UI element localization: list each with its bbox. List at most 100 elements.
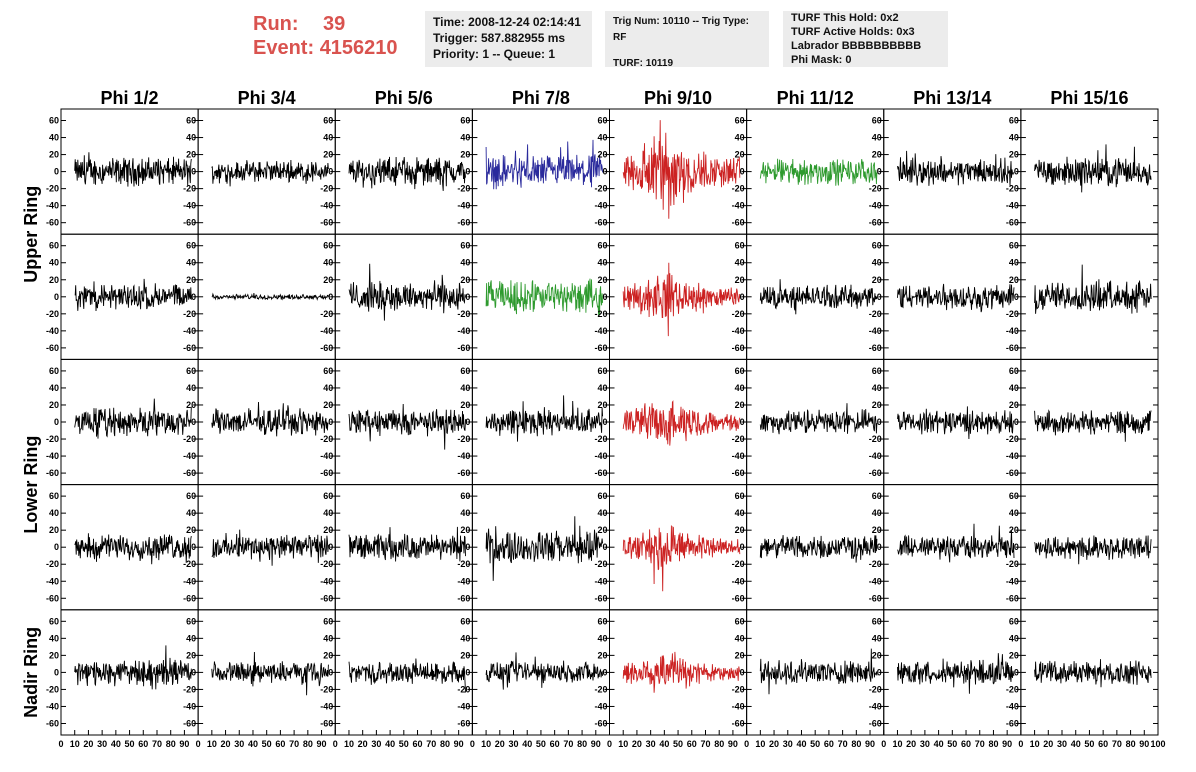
x-tick-label: 90 — [179, 739, 189, 749]
y-tick-label: -20 — [1006, 684, 1019, 694]
y-tick-label: 0 — [328, 417, 333, 427]
y-tick-label: 20 — [49, 650, 59, 660]
waveform-trace — [485, 395, 604, 442]
x-tick-label: 90 — [591, 739, 601, 749]
row-label: Nadir Ring — [21, 627, 41, 718]
y-tick-label: 0 — [328, 167, 333, 177]
y-tick-label: -60 — [46, 218, 59, 228]
turf-this-hold-text: TURF This Hold: 0x2 — [791, 12, 899, 24]
y-tick-label: 0 — [191, 542, 196, 552]
y-tick-label: 0 — [1014, 542, 1019, 552]
y-tick-label: 40 — [872, 133, 882, 143]
x-tick-label: 70 — [975, 739, 985, 749]
y-tick-label: -40 — [457, 701, 470, 711]
y-tick-label: -40 — [594, 576, 607, 586]
y-tick-label: -20 — [869, 559, 882, 569]
y-tick-label: 0 — [191, 417, 196, 427]
x-tick-label: 20 — [906, 739, 916, 749]
y-tick-label: 60 — [323, 116, 333, 126]
y-tick-label: -60 — [594, 468, 607, 478]
y-tick-label: 60 — [460, 491, 470, 501]
y-tick-label: 40 — [49, 508, 59, 518]
y-tick-label: -20 — [46, 434, 59, 444]
y-tick-label: -40 — [732, 576, 745, 586]
y-tick-label: 60 — [735, 366, 745, 376]
y-tick-label: 60 — [872, 616, 882, 626]
x-tick-label: 40 — [1071, 739, 1081, 749]
time-text: Time: 2008-12-24 02:14:41 — [433, 15, 581, 29]
waveform-trace — [348, 658, 466, 693]
y-tick-label: -40 — [869, 201, 882, 211]
y-tick-label: 40 — [323, 633, 333, 643]
y-tick-label: -40 — [320, 576, 333, 586]
waveform-trace — [897, 523, 1015, 563]
column-header: Phi 9/10 — [644, 88, 712, 108]
x-tick-label: 10 — [207, 739, 217, 749]
y-tick-label: 60 — [735, 116, 745, 126]
waveform-trace — [622, 120, 741, 219]
x-tick-label: 0 — [607, 739, 612, 749]
y-tick-label: 20 — [460, 400, 470, 410]
y-tick-label: 60 — [186, 241, 196, 251]
y-tick-label: -60 — [46, 343, 59, 353]
y-tick-label: 0 — [877, 292, 882, 302]
x-tick-label: 100 — [1150, 739, 1165, 749]
y-tick-label: 40 — [49, 258, 59, 268]
row-label: Lower Ring — [21, 436, 41, 534]
y-tick-label: 60 — [49, 116, 59, 126]
x-tick-label: 40 — [659, 739, 669, 749]
waveform-trace — [1034, 264, 1152, 314]
waveform-trace — [1034, 535, 1152, 565]
y-tick-label: -60 — [732, 718, 745, 728]
y-tick-label: -20 — [594, 309, 607, 319]
y-tick-label: 20 — [735, 400, 745, 410]
y-tick-label: 40 — [460, 633, 470, 643]
y-tick-label: -20 — [46, 684, 59, 694]
y-tick-label: 60 — [597, 366, 607, 376]
y-tick-label: 40 — [872, 508, 882, 518]
y-tick-label: -60 — [46, 718, 59, 728]
x-tick-label: 80 — [851, 739, 861, 749]
y-tick-label: -40 — [594, 201, 607, 211]
y-tick-label: 20 — [872, 400, 882, 410]
y-tick-label: 20 — [597, 400, 607, 410]
y-tick-label: 40 — [460, 258, 470, 268]
y-tick-label: 40 — [597, 633, 607, 643]
y-tick-label: 0 — [877, 167, 882, 177]
y-tick-label: -20 — [457, 184, 470, 194]
y-tick-label: 60 — [1009, 116, 1019, 126]
waveform-trace — [897, 406, 1015, 440]
y-tick-label: 60 — [597, 116, 607, 126]
run-value: 39 — [323, 13, 346, 35]
x-tick-label: 40 — [796, 739, 806, 749]
y-tick-label: 60 — [872, 366, 882, 376]
y-tick-label: 40 — [872, 258, 882, 268]
y-tick-label: -60 — [320, 218, 333, 228]
y-tick-label: 40 — [597, 508, 607, 518]
run-event-block: Run: 39 Event: 4156210 — [253, 12, 398, 60]
waveform-trace — [1034, 659, 1152, 688]
x-tick-label: 30 — [646, 739, 656, 749]
y-tick-label: -60 — [457, 468, 470, 478]
y-tick-label: -40 — [594, 701, 607, 711]
y-tick-label: -60 — [457, 593, 470, 603]
y-tick-label: 0 — [191, 167, 196, 177]
y-tick-label: 20 — [323, 650, 333, 660]
y-tick-label: -60 — [183, 718, 196, 728]
y-tick-label: 40 — [49, 133, 59, 143]
x-tick-label: 50 — [536, 739, 546, 749]
y-tick-label: 0 — [740, 417, 745, 427]
y-tick-label: 20 — [1009, 525, 1019, 535]
y-tick-label: 60 — [323, 241, 333, 251]
y-tick-label: 40 — [735, 258, 745, 268]
y-tick-label: -20 — [732, 559, 745, 569]
waveform-trace — [1034, 409, 1152, 442]
y-tick-label: 0 — [1014, 292, 1019, 302]
x-tick-label: 80 — [988, 739, 998, 749]
y-tick-label: -20 — [320, 184, 333, 194]
x-tick-label: 40 — [934, 739, 944, 749]
waveform-trace — [622, 262, 741, 337]
turf-info-box: TURF This Hold: 0x2 TURF Active Holds: 0… — [783, 11, 948, 67]
y-tick-label: 0 — [602, 417, 607, 427]
y-tick-label: 60 — [49, 241, 59, 251]
